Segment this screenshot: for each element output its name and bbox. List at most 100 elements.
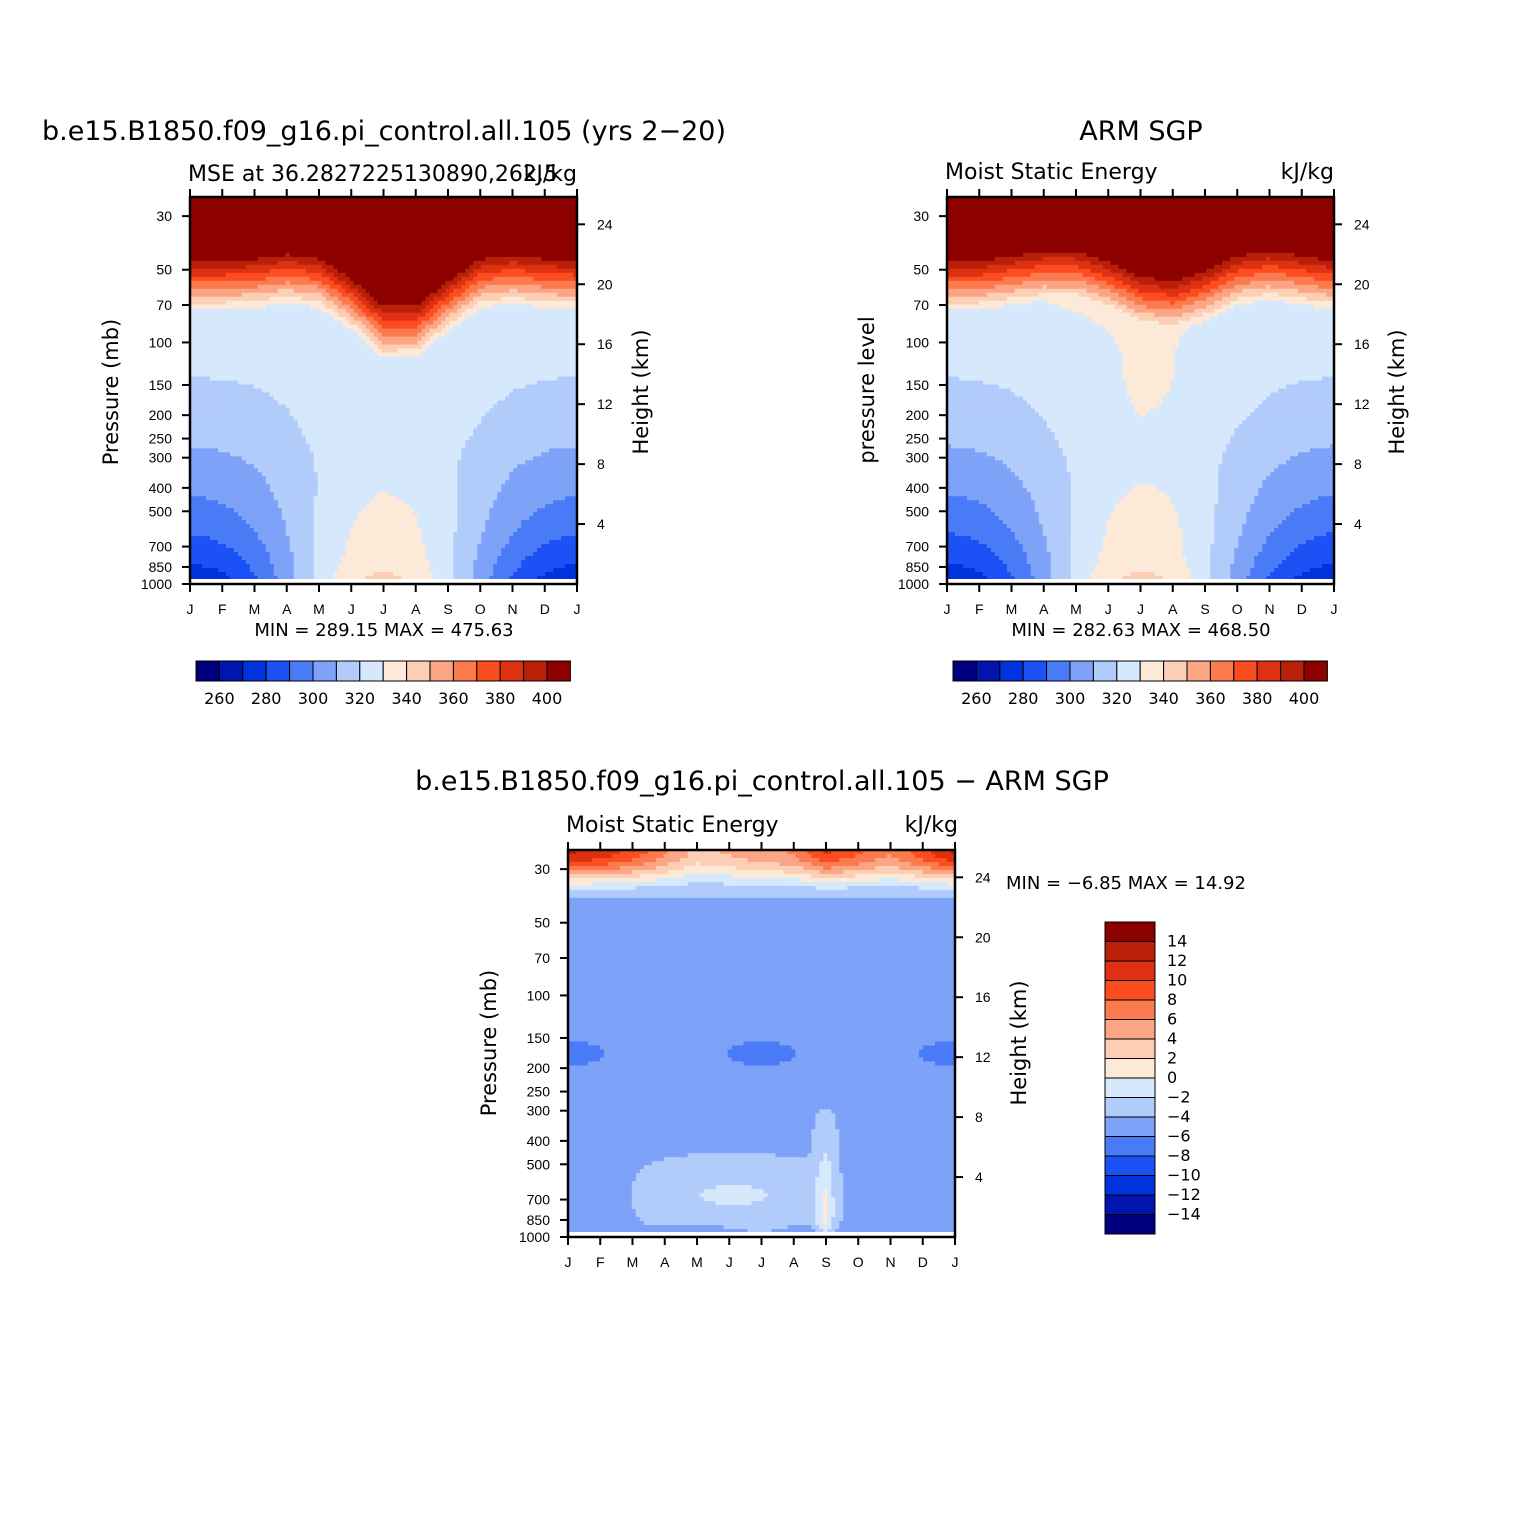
contour-cell — [493, 205, 498, 210]
contour-cell — [461, 373, 466, 378]
contour-cell — [226, 357, 231, 362]
contour-cell — [262, 253, 267, 258]
contour-cell — [441, 285, 446, 290]
contour-cell — [286, 297, 291, 302]
contour-cell — [194, 201, 199, 206]
contour-cell — [258, 333, 263, 338]
contour-cell — [198, 321, 203, 326]
contour-cell — [294, 325, 299, 330]
contour-cell — [322, 221, 327, 226]
contour-cell — [370, 225, 375, 230]
contour-cell — [425, 253, 430, 258]
contour-cell — [529, 265, 534, 270]
contour-cell — [302, 341, 307, 346]
contour-cell — [378, 209, 383, 214]
contour-cell — [258, 400, 263, 405]
contour-cell — [334, 301, 339, 306]
contour-cell — [541, 305, 546, 310]
contour-cell — [429, 392, 434, 397]
contour-cell — [421, 281, 426, 286]
contour-cell — [298, 249, 303, 254]
contour-cell — [358, 321, 363, 326]
contour-cell — [262, 357, 267, 362]
contour-cell — [234, 221, 239, 226]
contour-cell — [389, 273, 394, 278]
contour-cell — [469, 297, 474, 302]
contour-cell — [302, 209, 307, 214]
contour-cell — [497, 273, 502, 278]
contour-cell — [397, 392, 402, 397]
contour-cell — [202, 209, 207, 214]
contour-cell — [513, 301, 518, 306]
contour-cell — [397, 361, 402, 366]
contour-cell — [561, 325, 566, 330]
contour-cell — [513, 309, 518, 314]
contour-cell — [330, 273, 335, 278]
contour-cell — [513, 221, 518, 226]
contour-cell — [210, 233, 215, 238]
contour-cell — [505, 237, 510, 242]
contour-cell — [274, 289, 279, 294]
contour-cell — [198, 217, 203, 222]
contour-cell — [413, 305, 418, 310]
contour-cell — [485, 253, 490, 258]
contour-cell — [278, 241, 283, 246]
contour-cell — [461, 261, 466, 266]
panel-model-title: b.e15.B1850.f09_g16.pi_control.all.105 (… — [42, 116, 726, 147]
contour-cell — [557, 317, 562, 322]
contour-cell — [437, 321, 442, 326]
contour-cell — [342, 225, 347, 230]
contour-cell — [469, 392, 474, 397]
contour-cell — [401, 233, 406, 238]
contour-cell — [393, 369, 398, 374]
contour-cell — [366, 361, 371, 366]
contour-cell — [378, 217, 383, 222]
contour-cell — [561, 273, 566, 278]
contour-cell — [202, 309, 207, 314]
contour-cell — [421, 289, 426, 294]
contour-cell — [469, 317, 474, 322]
contour-cell — [421, 253, 426, 258]
contour-cell — [509, 241, 514, 246]
contour-cell — [509, 281, 514, 286]
contour-cell — [449, 345, 454, 350]
contour-cell — [457, 209, 462, 214]
contour-cell — [334, 221, 339, 226]
contour-cell — [350, 281, 355, 286]
contour-cell — [378, 313, 383, 318]
contour-cell — [449, 349, 454, 354]
contour-cell — [513, 313, 518, 318]
contour-cell — [378, 357, 383, 362]
contour-cell — [226, 365, 231, 370]
contour-cell — [505, 396, 510, 401]
contour-cell — [489, 201, 494, 206]
contour-cell — [338, 237, 343, 242]
contour-cell — [449, 301, 454, 306]
contour-cell — [234, 229, 239, 234]
contour-cell — [505, 257, 510, 262]
contour-cell — [545, 253, 550, 258]
contour-cell — [234, 293, 239, 298]
contour-cell — [541, 365, 546, 370]
contour-cell — [449, 329, 454, 334]
contour-cell — [489, 333, 494, 338]
contour-cell — [230, 317, 235, 322]
contour-cell — [226, 201, 231, 206]
contour-cell — [537, 301, 542, 306]
contour-cell — [493, 305, 498, 310]
contour-cell — [425, 205, 430, 210]
contour-cell — [441, 341, 446, 346]
contour-cell — [421, 221, 426, 226]
contour-cell — [254, 293, 259, 298]
contour-cell — [302, 373, 307, 378]
contour-cell — [338, 297, 343, 302]
contour-cell — [421, 269, 426, 274]
contour-cell — [485, 293, 490, 298]
contour-cell — [521, 349, 526, 354]
contour-cell — [525, 361, 530, 366]
contour-cell — [413, 293, 418, 298]
contour-cell — [509, 249, 514, 254]
contour-cell — [437, 289, 442, 294]
contour-cell — [433, 281, 438, 286]
contour-cell — [274, 329, 279, 334]
